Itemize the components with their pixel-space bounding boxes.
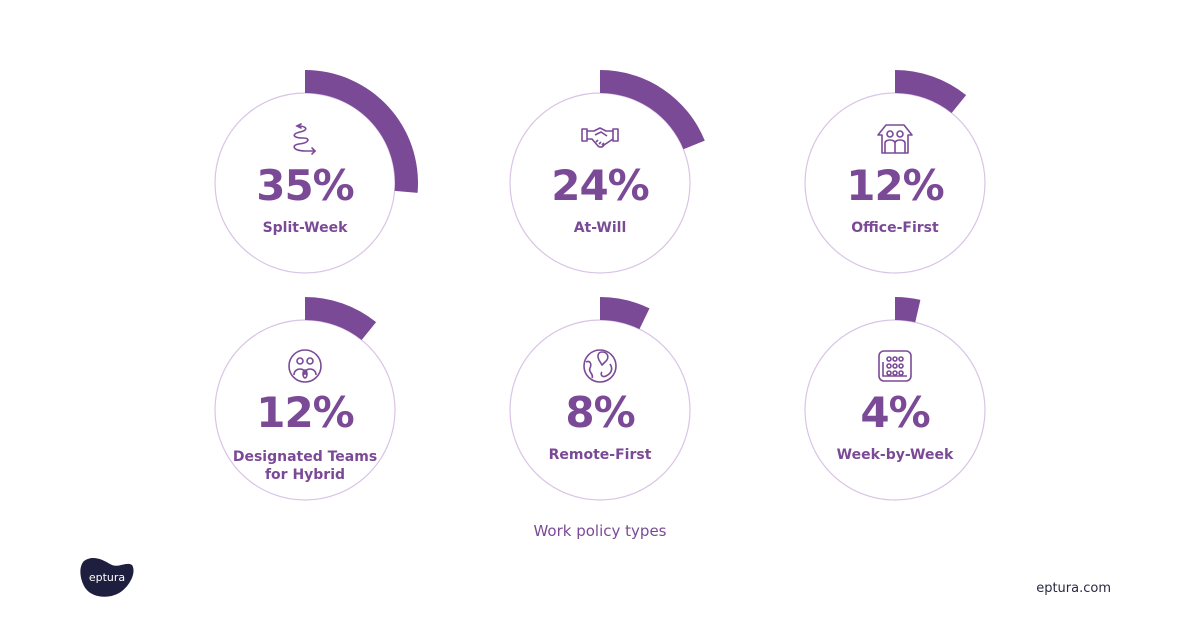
eptura-logo[interactable]: eptura (78, 555, 136, 599)
progress-arc (895, 70, 967, 114)
percentage-value: 35% (256, 161, 355, 210)
website-link[interactable]: eptura.com (1036, 581, 1111, 596)
policy-label: Designated Teams for Hybrid (215, 448, 395, 484)
policy-label: At-Will (573, 220, 627, 236)
team-circle-icon (288, 349, 322, 383)
card-week-by-week: 4% Week-by-Week (780, 295, 1010, 525)
handshake-icon (581, 127, 619, 148)
percentage-value: 8% (565, 388, 635, 437)
calendar-grid-icon (878, 350, 912, 382)
chart-caption: Work policy types (533, 522, 667, 540)
progress-ring (804, 70, 986, 274)
progress-ring (214, 297, 396, 501)
policy-label: Week-by-Week (836, 447, 954, 463)
policy-label: Office-First (851, 220, 939, 236)
progress-ring (214, 70, 418, 274)
card-office-first: 12% Office-First (780, 68, 1010, 298)
logo-text: eptura (89, 571, 125, 584)
progress-arc (600, 70, 705, 150)
progress-ring (509, 297, 691, 501)
percentage-value: 12% (846, 161, 945, 210)
logo-blob-icon: eptura (80, 557, 134, 597)
progress-arc (305, 297, 377, 341)
spiral-arrow-icon (293, 123, 317, 155)
policy-label-line1: Designated Teams (232, 449, 378, 465)
progress-arc (305, 70, 418, 193)
percentage-value: 24% (551, 161, 650, 210)
progress-ring (804, 297, 986, 501)
progress-ring (509, 70, 705, 274)
progress-arc (600, 297, 650, 330)
card-remote-first: 8% Remote-First (485, 295, 715, 525)
policy-label: Remote-First (548, 447, 652, 463)
globe-pin-icon (583, 349, 617, 383)
card-at-will: 24% At-Will (485, 68, 715, 298)
percentage-value: 12% (256, 388, 355, 437)
card-split-week: 35% Split-Week (190, 68, 420, 298)
policy-label-line2: for Hybrid (264, 467, 346, 483)
progress-arc (895, 297, 921, 323)
percentage-value: 4% (860, 388, 930, 437)
policy-label: Split-Week (262, 220, 348, 236)
house-people-icon (877, 124, 913, 154)
card-designated-teams: 12% Designated Teams for Hybrid (190, 295, 420, 525)
